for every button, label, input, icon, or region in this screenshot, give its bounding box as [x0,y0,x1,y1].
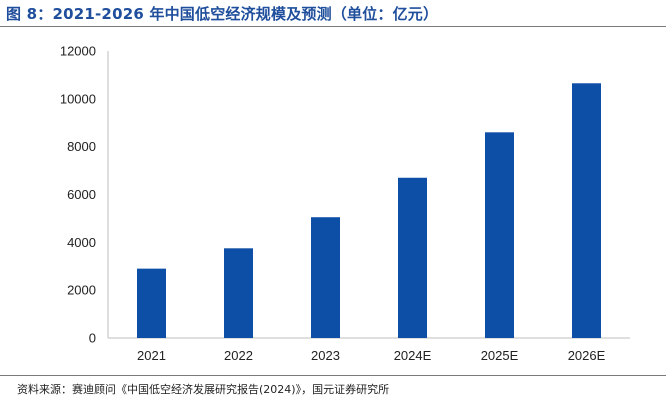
x-tick-label: 2024E [394,348,432,363]
bar-2021 [137,268,166,338]
x-tick-label: 2022 [224,348,253,363]
x-tick-label: 2026E [568,348,606,363]
y-tick-label: 8000 [67,139,96,154]
footer-rule [0,375,666,376]
bar-2026E [572,83,601,338]
bar-2024E [398,177,427,338]
x-tick-label: 2023 [311,348,340,363]
bar-2022 [224,248,253,338]
bar-chart: 0 2000 4000 6000 8000 10000 12000 2021 2022 2023 2… [60,44,630,363]
title-rule [0,26,666,27]
chart-title: 图 8：2021-2026 年中国低空经济规模及预测（单位：亿元） [6,5,439,23]
source-note: 资料来源：赛迪顾问《中国低空经济发展研究报告(2024)》，国元证券研究所 [17,383,390,396]
y-tick-label: 6000 [67,187,96,202]
y-tick-label: 0 [89,331,96,346]
y-tick-label: 12000 [60,44,96,59]
x-tick-label: 2021 [137,348,166,363]
y-tick-label: 10000 [60,91,96,106]
bar-2023 [311,217,340,338]
x-tick-label: 2025E [481,348,519,363]
y-tick-label: 2000 [67,283,96,298]
bar-2025E [485,132,514,338]
y-tick-label: 4000 [67,235,96,250]
